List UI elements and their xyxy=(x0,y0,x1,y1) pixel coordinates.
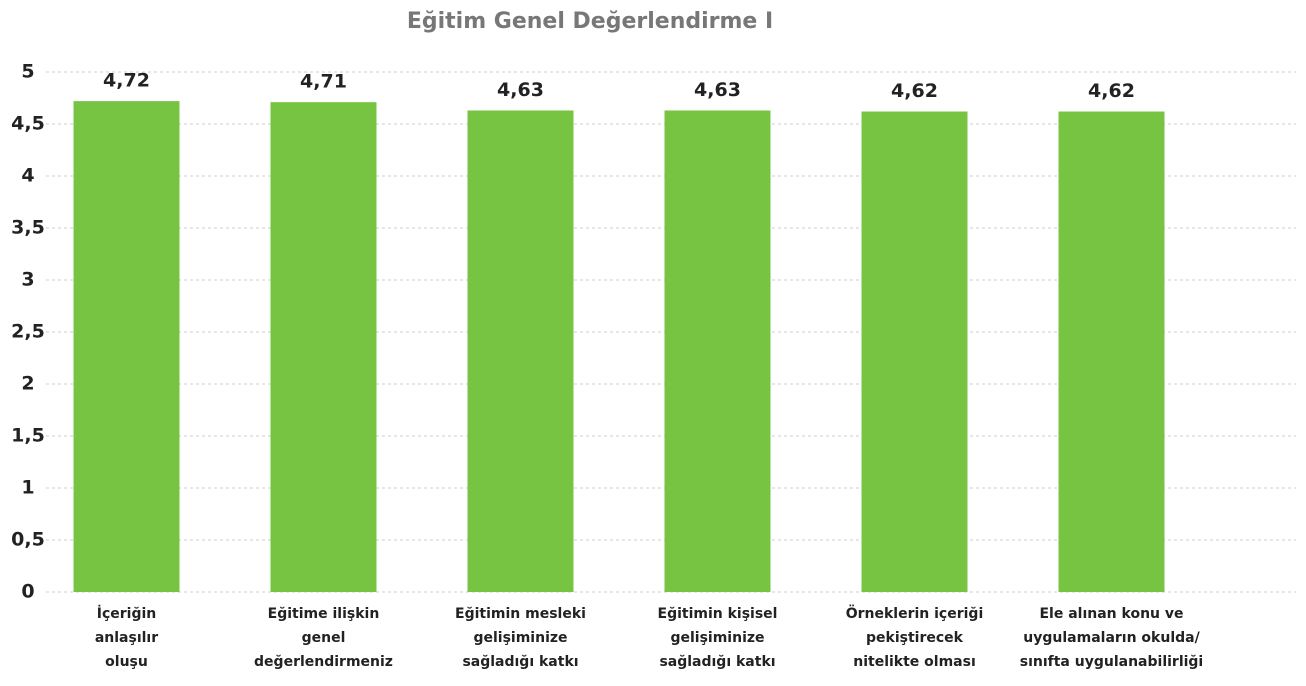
x-tick-label: Ele alınan konu ve uygulamaların okulda/s… xyxy=(1020,606,1203,670)
bar xyxy=(861,111,968,593)
x-tick-label: Örneklerin içeriği pekiştirecek nitelikte … xyxy=(846,604,984,670)
y-tick-label: 2 xyxy=(21,373,34,395)
bar xyxy=(1058,111,1165,593)
y-tick-label: 1 xyxy=(21,477,34,499)
value-label: 4,63 xyxy=(694,79,741,101)
bar xyxy=(664,110,771,592)
y-tick-label: 2,5 xyxy=(11,321,45,343)
y-tick-label: 4 xyxy=(21,165,34,187)
chart-title: Eğitim Genel Değerlendirme I xyxy=(407,9,773,34)
y-tick-label: 3 xyxy=(21,269,34,291)
value-label: 4,71 xyxy=(300,71,347,93)
y-tick-label: 4,5 xyxy=(11,113,45,135)
bar xyxy=(73,101,180,593)
y-tick-label: 5 xyxy=(21,61,34,83)
x-tick-label: Eğitimin mesleki gelişiminize sağladığı ka… xyxy=(455,606,586,670)
y-tick-label: 0,5 xyxy=(11,529,45,551)
value-label: 4,63 xyxy=(497,79,544,101)
bar xyxy=(270,102,377,592)
x-tick-label: Eğitimin kişisel gelişiminize sağladığı ka… xyxy=(658,606,778,670)
y-tick-label: 0 xyxy=(21,581,34,603)
y-tick-label: 1,5 xyxy=(11,425,45,447)
value-label: 4,72 xyxy=(103,70,150,92)
bar xyxy=(467,110,574,592)
y-tick-label: 3,5 xyxy=(11,217,45,239)
value-label: 4,62 xyxy=(891,80,938,102)
x-tick-label: Eğitime ilişkin genel değerlendirmeniz xyxy=(254,606,393,670)
x-tick-label: İçeriğin anlaşılır oluşu xyxy=(95,605,158,670)
value-label: 4,62 xyxy=(1088,80,1135,102)
